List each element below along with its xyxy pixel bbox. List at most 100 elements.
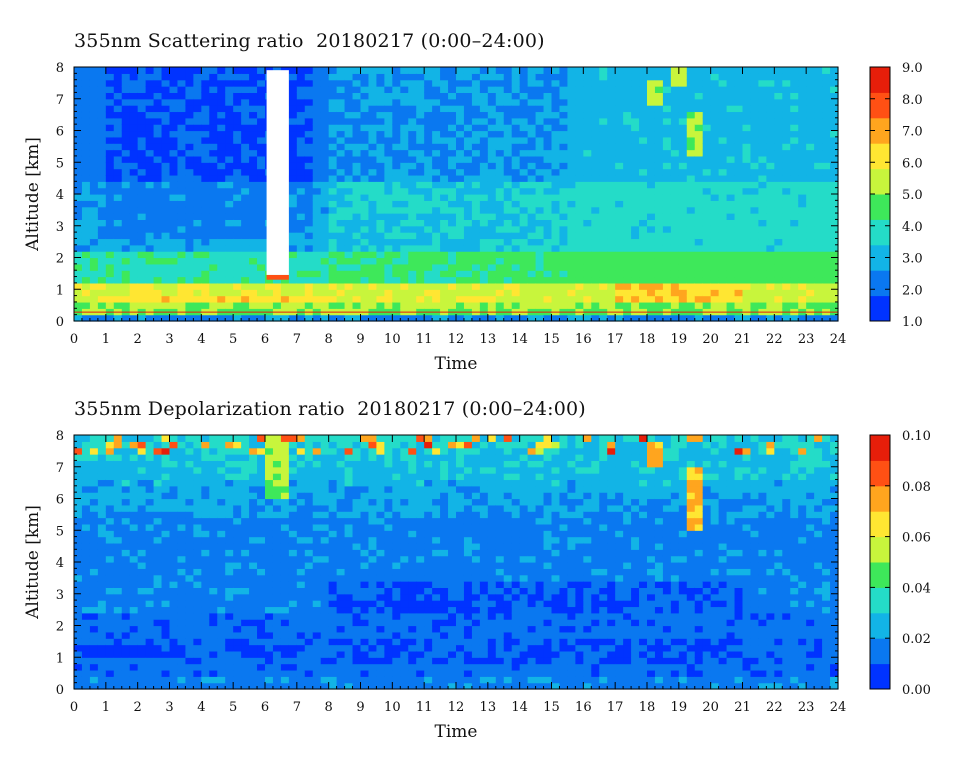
heatmap-cell (161, 98, 171, 106)
heatmap-cell (511, 187, 521, 195)
heatmap-cell (575, 225, 584, 233)
heatmap-cell (121, 219, 131, 227)
heatmap-cell (97, 301, 107, 309)
heatmap-cell (201, 587, 210, 595)
heatmap-cell (161, 174, 171, 182)
heatmap-cell (153, 130, 163, 138)
heatmap-cell (631, 181, 640, 189)
heatmap-cell (559, 143, 569, 151)
heatmap-cell (121, 98, 131, 106)
heatmap-cell (726, 301, 736, 309)
heatmap-cell (241, 314, 250, 322)
heatmap-cell (185, 638, 194, 646)
heatmap-cell (479, 162, 489, 170)
heatmap-cell (710, 79, 720, 87)
heatmap-cell (830, 225, 839, 233)
heatmap-cell (257, 238, 266, 246)
heatmap-cell (105, 155, 115, 163)
heatmap-cell (607, 251, 616, 259)
heatmap-cell (766, 257, 775, 265)
heatmap-cell (647, 143, 656, 151)
heatmap-cell (193, 473, 202, 481)
heatmap-cell (105, 213, 115, 220)
heatmap-cell (312, 276, 322, 284)
heatmap-cell (169, 276, 179, 284)
heatmap-cell (233, 213, 242, 220)
heatmap-cell (137, 638, 147, 646)
heatmap-cell (575, 168, 584, 176)
heatmap-cell (344, 263, 354, 271)
heatmap-cell (806, 295, 815, 303)
heatmap-cell (495, 149, 505, 157)
heatmap-cell (615, 301, 624, 309)
heatmap-cell (718, 263, 728, 271)
heatmap-cell (631, 200, 640, 208)
heatmap-cell (392, 251, 401, 259)
heatmap-cell (177, 593, 187, 601)
heatmap-cell (535, 105, 545, 113)
heatmap-cell (662, 251, 672, 259)
heatmap-cell (766, 155, 775, 163)
x-tick-label: 5 (229, 332, 237, 347)
heatmap-cell (74, 549, 83, 557)
heatmap-cell (647, 105, 656, 113)
heatmap-cell (830, 86, 839, 93)
heatmap-cell (583, 314, 592, 322)
heatmap-cell (734, 86, 744, 93)
heatmap-cells (74, 435, 839, 690)
heatmap-cell (105, 682, 115, 690)
heatmap-cell (352, 174, 362, 182)
heatmap-cell (145, 98, 155, 106)
heatmap-cell (416, 251, 425, 259)
heatmap-cell (89, 206, 99, 214)
heatmap-cell (750, 162, 760, 170)
heatmap-cell (742, 200, 752, 208)
heatmap-cell (654, 282, 664, 290)
heatmap-cell (296, 168, 306, 176)
heatmap-cell (225, 466, 234, 474)
heatmap-cell (74, 650, 83, 658)
heatmap-cell (169, 504, 179, 512)
heatmap-cell (527, 181, 537, 189)
heatmap-cell (241, 98, 250, 106)
heatmap-cell (830, 194, 839, 201)
heatmap-cell (726, 79, 736, 87)
heatmap-cell (193, 619, 202, 627)
heatmap-cell (97, 194, 107, 201)
heatmap-cell (137, 657, 147, 665)
heatmap-cell (169, 314, 179, 322)
heatmap-cell (74, 657, 83, 665)
heatmap-cell (177, 631, 187, 639)
heatmap-cell (145, 79, 155, 87)
heatmap-cell (448, 238, 457, 246)
heatmap-cell (169, 485, 179, 493)
heatmap-cell (368, 232, 378, 240)
heatmap-cell (463, 111, 473, 119)
heatmap-cell (137, 73, 147, 81)
heatmap-cell (74, 542, 83, 550)
heatmap-cell (623, 155, 632, 163)
heatmap-cell (169, 612, 179, 620)
heatmap-cell (384, 143, 393, 151)
heatmap-cell (678, 200, 688, 208)
heatmap-cell (328, 282, 338, 290)
heatmap-cell (241, 669, 250, 677)
heatmap-cell (74, 263, 83, 271)
heatmap-cell (662, 111, 672, 119)
heatmap-cell (288, 257, 298, 265)
heatmap-cell (161, 238, 171, 246)
heatmap-cell (440, 270, 449, 278)
heatmap-cell (89, 606, 99, 614)
heatmap-cell (519, 282, 529, 290)
heatmap-cell (145, 435, 155, 442)
heatmap-cell (599, 181, 608, 189)
heatmap-cell (217, 219, 226, 227)
heatmap-cell (710, 168, 720, 176)
heatmap-cell (296, 282, 306, 290)
heatmap-cell (225, 149, 234, 157)
heatmap-cell (233, 162, 242, 170)
heatmap-cell (471, 232, 481, 240)
heatmap-cell (201, 86, 210, 93)
heatmap-cell (782, 270, 791, 278)
heatmap-cell (734, 130, 744, 138)
